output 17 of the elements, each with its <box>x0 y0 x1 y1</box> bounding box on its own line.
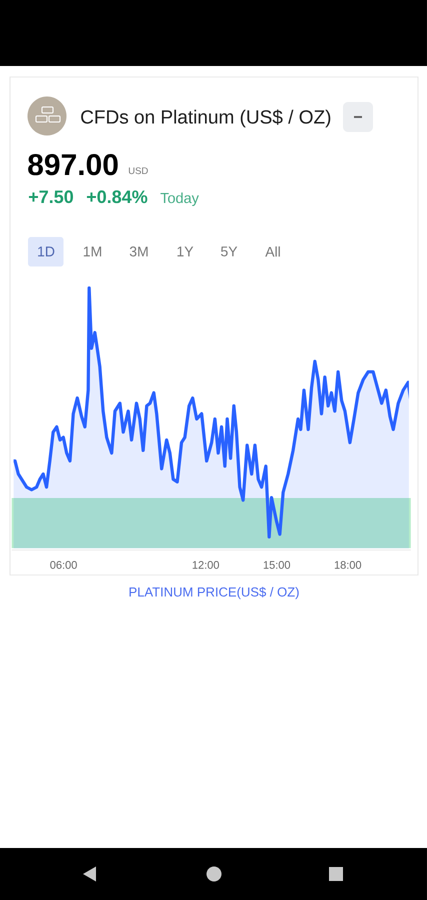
text: Today <box>160 192 199 206</box>
x-tick-label: 12:00 <box>192 561 219 569</box>
chart-subtitle: 897.00 <box>28 154 118 176</box>
x-tick-label: 06:00 <box>50 561 77 569</box>
text: USD <box>128 167 148 174</box>
text: 1M <box>84 246 102 256</box>
text: 5Y <box>221 246 238 256</box>
x-tick-label: 18:00 <box>334 561 362 569</box>
text: +7.50 <box>28 190 73 204</box>
text: 1Y <box>178 246 194 256</box>
text: 3M <box>130 246 148 256</box>
x-tick-label: 15:00 <box>264 561 290 569</box>
text: 1D <box>38 246 54 256</box>
text: +0.84% <box>86 190 148 204</box>
text: All <box>265 246 280 257</box>
text: PLATINUM PRICE(US$ / OZ) <box>130 586 299 600</box>
chart-title: CFDs on Platinum (US$ / OZ) <box>81 109 330 128</box>
